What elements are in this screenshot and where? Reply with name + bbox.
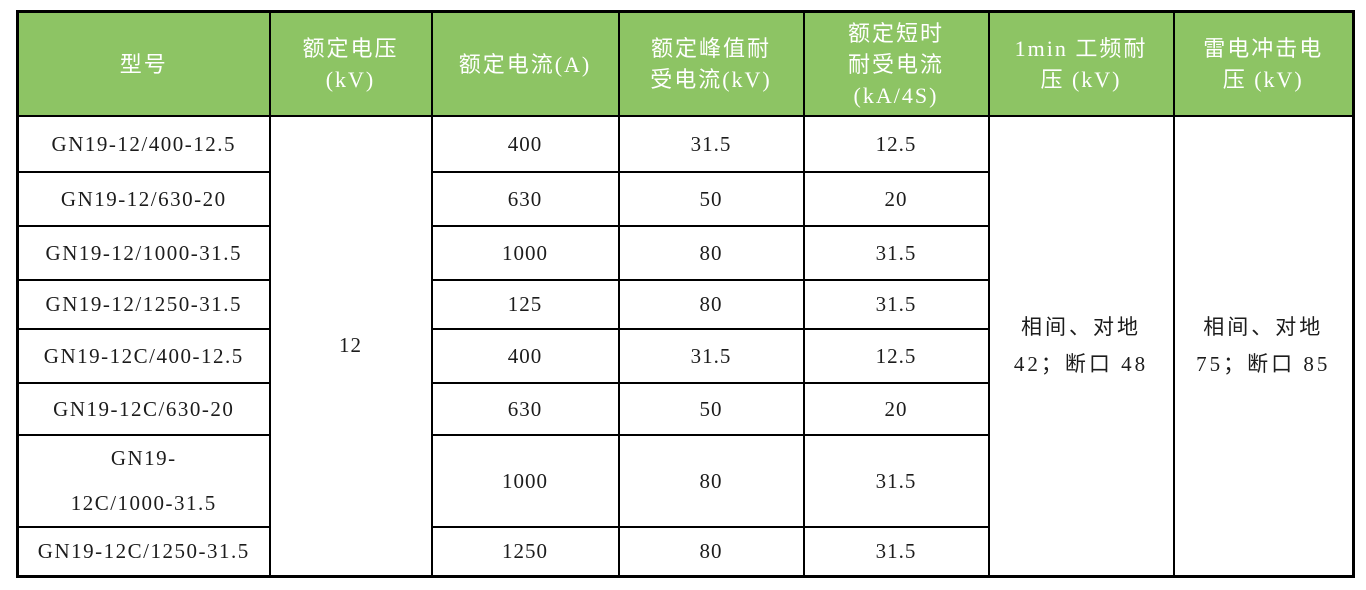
col-header-lightning-impulse: 雷电冲击电 压 (kV) (1172, 10, 1355, 117)
col-header-model: 型号 (16, 10, 271, 117)
cell-rated-current: 630 (430, 171, 620, 227)
col-header-peak-withstand: 额定峰值耐 受电流(kV) (617, 10, 805, 117)
col-header-rated-current: 额定电流(A) (430, 10, 620, 117)
cell-rated-voltage-merged: 12 (268, 115, 433, 577)
cell-rated-current: 1000 (430, 434, 620, 528)
cell-model: GN19-12/1250-31.5 (16, 279, 271, 330)
cell-peak-withstand: 80 (617, 526, 805, 577)
cell-short-time-withstand: 12.5 (802, 115, 990, 173)
cell-rated-current: 400 (430, 328, 620, 384)
cell-rated-current: 630 (430, 382, 620, 436)
cell-rated-current: 125 (430, 279, 620, 330)
cell-rated-current: 400 (430, 115, 620, 173)
cell-peak-withstand: 31.5 (617, 328, 805, 384)
cell-model: GN19- 12C/1000-31.5 (16, 434, 271, 528)
table-row: GN19-12/630-20 630 50 20 (16, 171, 1354, 227)
table-row: GN19-12/400-12.5 12 400 31.5 12.5 相间、对地 … (16, 115, 1355, 577)
cell-peak-withstand: 80 (617, 225, 805, 281)
cell-model: GN19-12/630-20 (16, 171, 271, 227)
table-row: GN19-12C/1250-31.5 1250 80 31.5 (16, 526, 1354, 577)
table-row: GN19-12/1000-31.5 1000 80 31.5 (16, 225, 1354, 281)
table-row: GN19-12/1250-31.5 125 80 31.5 (16, 279, 1354, 330)
cell-rated-current: 1000 (430, 225, 620, 281)
table-row: GN19-12C/630-20 630 50 20 (16, 382, 1354, 436)
table-row: GN19-12C/400-12.5 400 31.5 12.5 (16, 328, 1354, 384)
cell-short-time-withstand: 31.5 (802, 279, 990, 330)
cell-short-time-withstand: 31.5 (802, 225, 990, 281)
cell-peak-withstand: 50 (617, 382, 805, 436)
col-header-power-freq: 1min 工频耐 压 (kV) (987, 10, 1175, 117)
cell-power-freq-merged: 相间、对地 42；断口 48 (987, 115, 1175, 577)
cell-model: GN19-12C/1250-31.5 (16, 526, 271, 577)
cell-rated-current: 1250 (430, 526, 620, 577)
cell-peak-withstand: 31.5 (617, 115, 805, 173)
cell-lightning-impulse-merged: 相间、对地 75；断口 85 (1172, 115, 1355, 577)
cell-peak-withstand: 80 (617, 279, 805, 330)
cell-short-time-withstand: 31.5 (802, 434, 990, 528)
table-row: GN19- 12C/1000-31.5 1000 80 31.5 (16, 434, 1354, 528)
cell-model: GN19-12/1000-31.5 (16, 225, 271, 281)
cell-peak-withstand: 50 (617, 171, 805, 227)
cell-short-time-withstand: 12.5 (802, 328, 990, 384)
cell-short-time-withstand: 20 (802, 171, 990, 227)
col-header-rated-voltage: 额定电压 (kV) (268, 10, 433, 117)
spec-table: 型号 额定电压 (kV) 额定电流(A) 额定峰值耐 受电流(kV) 额定短时 … (16, 10, 1355, 578)
cell-peak-withstand: 80 (617, 434, 805, 528)
cell-model: GN19-12/400-12.5 (16, 115, 271, 173)
cell-model: GN19-12C/400-12.5 (16, 328, 271, 384)
cell-short-time-withstand: 20 (802, 382, 990, 436)
col-header-short-time-withstand: 额定短时 耐受电流 (kA/4S) (802, 10, 990, 117)
cell-model: GN19-12C/630-20 (16, 382, 271, 436)
header-row: 型号 额定电压 (kV) 额定电流(A) 额定峰值耐 受电流(kV) 额定短时 … (16, 10, 1355, 117)
cell-short-time-withstand: 31.5 (802, 526, 990, 577)
